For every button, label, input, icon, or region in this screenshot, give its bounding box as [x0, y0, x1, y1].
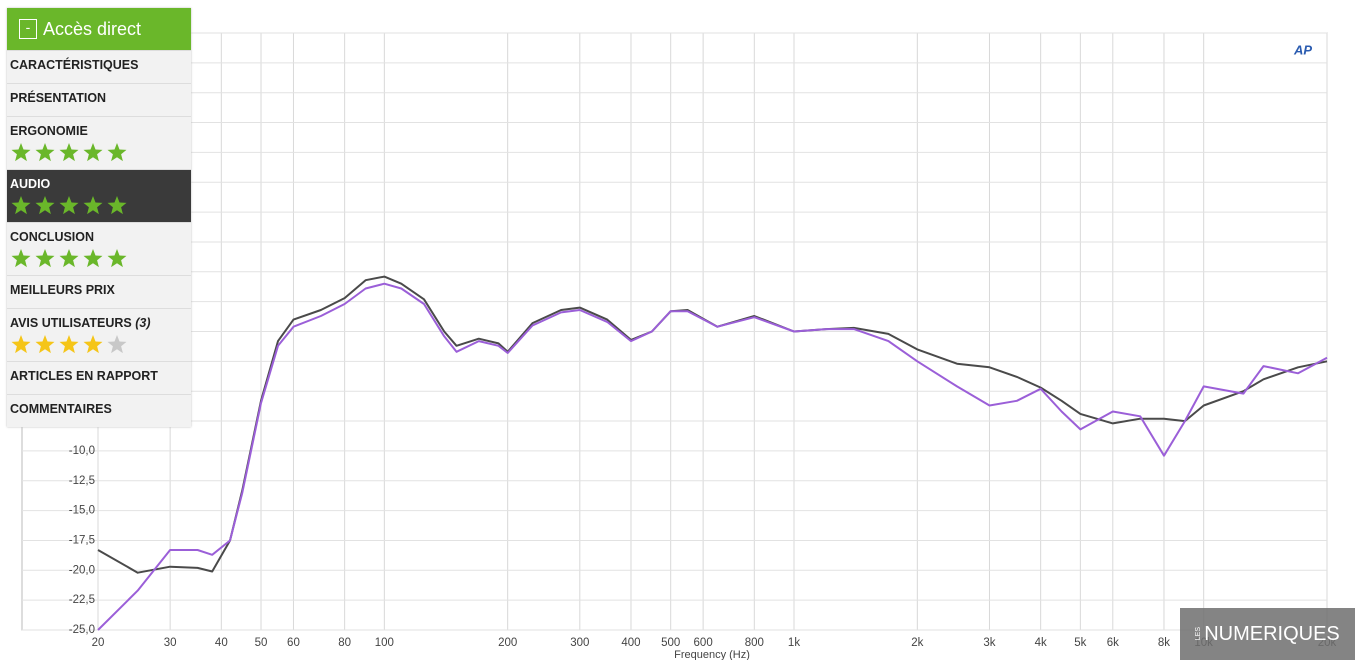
rating-star — [35, 143, 55, 162]
menu-item-label: COMMENTAIRES — [10, 402, 112, 416]
rating-star — [107, 196, 127, 215]
series-line — [97, 282, 1328, 631]
x-tick-label: 500 — [661, 637, 680, 649]
rating-star — [59, 196, 79, 215]
rating — [11, 196, 127, 215]
rating-star — [59, 335, 79, 354]
menu-item[interactable]: AUDIO — [7, 169, 191, 222]
collapse-button[interactable]: - — [19, 19, 37, 39]
x-tick-label: 2k — [911, 637, 923, 649]
menu-item[interactable]: ARTICLES EN RAPPORT — [7, 361, 191, 394]
x-tick-label: 4k — [1035, 637, 1047, 649]
rating-star — [83, 143, 103, 162]
y-tick-label: -20,0 — [69, 564, 95, 576]
menu-header[interactable]: - Accès direct — [7, 8, 191, 50]
rating-star — [83, 249, 103, 268]
x-tick-label: 3k — [983, 637, 995, 649]
x-tick-label: 1k — [788, 637, 800, 649]
menu-item-label: CARACTÉRISTIQUES — [10, 58, 139, 72]
x-tick-label: 40 — [215, 637, 228, 649]
rating-star — [35, 249, 55, 268]
x-tick-label: 400 — [621, 637, 640, 649]
badge-name: NUMERIQUES — [1204, 622, 1340, 645]
menu-item[interactable]: ERGONOMIE — [7, 116, 191, 169]
y-tick-label: -22,5 — [69, 594, 95, 606]
review-count: (3) — [135, 316, 151, 330]
rating-star — [107, 143, 127, 162]
logo: AP — [1293, 42, 1312, 57]
y-tick-label: -25,0 — [69, 624, 95, 636]
x-tick-label: 300 — [570, 637, 589, 649]
menu-item-label: ERGONOMIE — [10, 124, 88, 138]
menu-item[interactable]: CARACTÉRISTIQUES — [7, 50, 191, 83]
x-tick-label: 80 — [338, 637, 351, 649]
rating-star — [11, 196, 31, 215]
x-tick-label: 50 — [255, 637, 268, 649]
menu-item[interactable]: COMMENTAIRES — [7, 394, 191, 427]
y-tick-label: -12,5 — [69, 475, 95, 487]
menu-item-label: ARTICLES EN RAPPORT — [10, 369, 158, 383]
x-tick-label: 20 — [92, 637, 105, 649]
rating — [11, 249, 127, 268]
rating-star — [35, 335, 55, 354]
rating-star — [11, 335, 31, 354]
rating-star — [59, 143, 79, 162]
menu-title: Accès direct — [43, 18, 142, 39]
x-tick-label: 600 — [694, 637, 713, 649]
rating-star — [83, 335, 103, 354]
quick-access-menu: - Accès direct CARACTÉRISTIQUES PRÉSENTATI… — [7, 8, 191, 427]
y-tick-label: -10,0 — [69, 445, 95, 457]
x-tick-label: 60 — [287, 637, 300, 649]
rating-star — [11, 143, 31, 162]
x-tick-label: 30 — [164, 637, 177, 649]
menu-item-label: CONCLUSION — [10, 230, 95, 244]
rating — [11, 143, 127, 162]
rating-star — [35, 196, 55, 215]
rating-star — [83, 196, 103, 215]
y-tick-label: -15,0 — [69, 505, 95, 517]
x-tick-label: 6k — [1107, 637, 1119, 649]
menu-item-label: PRÉSENTATION — [10, 91, 107, 105]
x-tick-label: 200 — [498, 637, 517, 649]
rating-star — [107, 335, 127, 354]
x-tick-label: 800 — [745, 637, 764, 649]
menu-item[interactable]: AVIS UTILISATEURS (3) — [7, 308, 191, 361]
x-tick-label: 5k — [1074, 637, 1086, 649]
x-axis-label: Frequency (Hz) — [674, 649, 750, 660]
x-tick-label: 8k — [1158, 637, 1170, 649]
menu-item-label: AUDIO — [10, 177, 51, 191]
menu-item[interactable]: CONCLUSION — [7, 222, 191, 275]
rating-star — [11, 249, 31, 268]
y-tick-label: -17,5 — [69, 534, 95, 546]
menu-item[interactable]: MEILLEURS PRIX — [7, 275, 191, 308]
site-badge: LES NUMERIQUES — [1180, 608, 1355, 660]
menu-item[interactable]: PRÉSENTATION — [7, 83, 191, 116]
menu-item-label: MEILLEURS PRIX — [10, 283, 115, 297]
rating-star — [107, 249, 127, 268]
menu-item-label: AVIS UTILISATEURS — [10, 316, 132, 330]
badge-prefix: LES — [1195, 627, 1203, 641]
rating — [11, 335, 127, 354]
rating-star — [59, 249, 79, 268]
x-tick-label: 100 — [375, 637, 394, 649]
